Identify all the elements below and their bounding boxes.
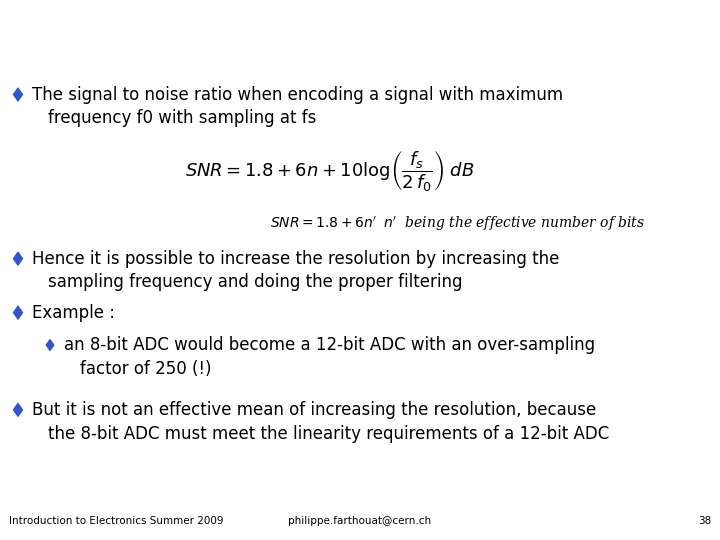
Polygon shape [46,340,54,350]
Text: philippe.farthouat@cern.ch: philippe.farthouat@cern.ch [289,516,431,526]
Polygon shape [14,403,22,416]
Text: frequency f0 with sampling at fs: frequency f0 with sampling at fs [48,109,316,127]
Text: the 8-bit ADC must meet the linearity requirements of a 12-bit ADC: the 8-bit ADC must meet the linearity re… [48,424,609,443]
Text: Over-sampling ADC (cont): Over-sampling ADC (cont) [312,21,698,47]
Text: Example :: Example : [32,303,115,322]
Polygon shape [14,252,22,265]
Text: sampling frequency and doing the proper filtering: sampling frequency and doing the proper … [48,273,462,292]
Polygon shape [14,88,22,101]
Text: 38: 38 [698,516,711,526]
Text: Introduction to Electronics Summer 2009: Introduction to Electronics Summer 2009 [9,516,223,526]
Text: $SNR = 1.8 + 6n + 10\log\!\left(\dfrac{f_s}{2\,f_0}\right)\; dB$: $SNR = 1.8 + 6n + 10\log\!\left(\dfrac{f… [185,147,474,193]
Text: $SNR = 1.8 + 6n' \;\; n'$  being the effective number of bits: $SNR = 1.8 + 6n' \;\; n'$ being the effe… [270,215,645,233]
Text: factor of 250 (!): factor of 250 (!) [80,360,212,378]
Text: Hence it is possible to increase the resolution by increasing the: Hence it is possible to increase the res… [32,249,559,268]
Text: The signal to noise ratio when encoding a signal with maximum: The signal to noise ratio when encoding … [32,85,563,104]
Text: But it is not an effective mean of increasing the resolution, because: But it is not an effective mean of incre… [32,401,596,419]
Text: an 8-bit ADC would become a 12-bit ADC with an over-sampling: an 8-bit ADC would become a 12-bit ADC w… [64,336,595,354]
Polygon shape [14,306,22,319]
